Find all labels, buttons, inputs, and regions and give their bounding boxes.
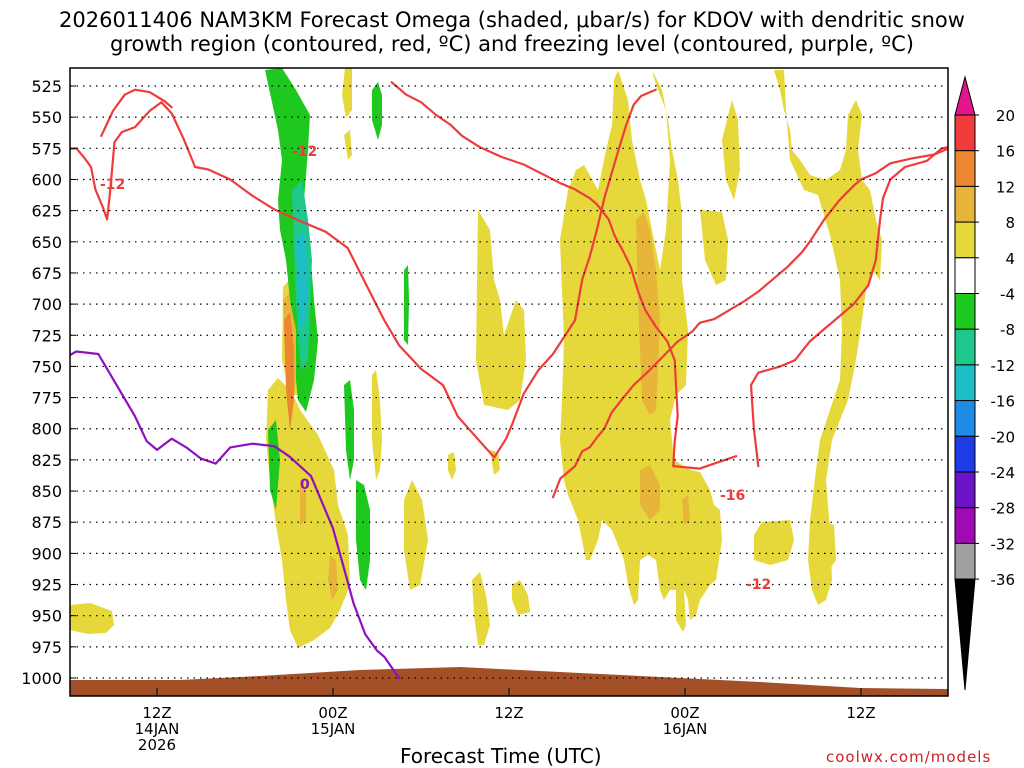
x-tick-label-0-2: 14JAN: [135, 720, 180, 738]
dendritic-growth-contour-5: [749, 146, 948, 468]
x-tick-label-3-1: 00Z: [670, 704, 699, 722]
colorbar-label-2: 12: [996, 178, 1015, 196]
colorbar-swatch-minus8-minus4: [954, 293, 976, 330]
y-tick-label-650: 650: [31, 233, 62, 252]
y-tick-label-800: 800: [31, 420, 62, 439]
y-tick-label-550: 550: [31, 108, 62, 127]
x-tick-label-1-1: 00Z: [318, 704, 347, 722]
y-tick-label-825: 825: [31, 451, 62, 470]
y-tick-label-700: 700: [31, 295, 62, 314]
x-axis-label: Forecast Time (UTC): [400, 744, 602, 768]
omega-shading-4-8: [70, 68, 882, 648]
colorbar-label-13: -36: [991, 571, 1016, 589]
colorbar-swatch-minus16-minus12: [954, 364, 976, 402]
y-tick-label-925: 925: [31, 576, 62, 595]
dendritic-growth-contour-4: [672, 415, 738, 470]
source-credit: coolwx.com/models: [826, 748, 992, 766]
contour-label-minus16: -16: [720, 488, 745, 504]
y-tick-label-900: 900: [31, 544, 62, 563]
y-tick-label-875: 875: [31, 513, 62, 532]
colorbar-swatch-minus36-minus32: [954, 542, 976, 580]
colorbar-swatch-minus20-minus16: [954, 400, 976, 437]
plot-frame: [69, 67, 949, 697]
colorbar-swatch-below-minus36: [954, 578, 976, 691]
dendritic-growth-contour-6: [551, 147, 948, 499]
colorbar-label-11: -28: [991, 500, 1016, 518]
colorbar-label-7: -12: [991, 357, 1016, 375]
dendritic-growth-contour-3: [390, 81, 679, 418]
x-tick-label-2-1: 12Z: [494, 704, 523, 722]
colorbar-label-10: -24: [991, 464, 1016, 482]
x-tick-label-0-3: 2026: [138, 736, 176, 754]
colorbar-label-6: -8: [1000, 321, 1015, 339]
colorbar-label-9: -20: [991, 428, 1016, 446]
omega-shading-neg12-neg16: [296, 232, 308, 330]
colorbar-swatch-4-8: [954, 221, 976, 259]
colorbar-swatch-minus24-minus20: [954, 435, 976, 473]
x-tick-label-0-1: 12Z: [142, 704, 171, 722]
colorbar-label-12: -32: [991, 535, 1016, 553]
y-tick-label-775: 775: [31, 389, 62, 408]
x-tick-label-3-2: 16JAN: [663, 720, 708, 738]
colorbar-swatch-16-20: [954, 114, 976, 152]
colorbar-swatch-minus12-minus8: [954, 328, 976, 366]
x-tick-label-4-1: 12Z: [846, 704, 875, 722]
chart-title-line-1: 2026011406 NAM3KM Forecast Omega (shaded…: [59, 8, 965, 32]
contour-label-minus12-right: -12: [746, 577, 771, 593]
y-tick-label-600: 600: [31, 170, 62, 189]
dendritic-growth-contour-2: [100, 88, 173, 137]
contour-label-minus12-mid: -12: [292, 144, 317, 160]
colorbar-label-4: 4: [1005, 250, 1015, 268]
colorbar-swatch-12-16: [954, 150, 976, 187]
y-tick-label-725: 725: [31, 326, 62, 345]
plot-area: [70, 68, 948, 696]
colorbar-label-8: -16: [991, 393, 1016, 411]
colorbar-swatch-minus28-minus24: [954, 471, 976, 509]
terrain-ground: [70, 667, 948, 696]
y-tick-label-975: 975: [31, 638, 62, 657]
contour-label-freezing-0: 0: [300, 477, 310, 493]
contour-labels: -12 -12 -16 -12 0: [100, 144, 771, 593]
y-tick-label-750: 750: [31, 357, 62, 376]
y-tick-label-525: 525: [31, 77, 62, 96]
y-tick-label-1000: 1000: [21, 669, 62, 688]
colorbar-label-0: 20: [996, 107, 1015, 125]
colorbar-swatch-above-20: [954, 75, 976, 116]
omega-colorbar: 20 16 12 8 4 -4 -8 -12 -16 -20 -24 -28 -32 -36: [954, 75, 1016, 691]
contour-label-minus12-left: -12: [100, 177, 125, 193]
dendritic-growth-contour-1: [70, 88, 657, 459]
freezing-level-contour: [70, 350, 401, 680]
y-tick-label-850: 850: [31, 482, 62, 501]
omega-shading-12-16: [284, 312, 294, 430]
colorbar-label-3: 8: [1005, 214, 1015, 232]
colorbar-label-5: -4: [1000, 286, 1015, 304]
colorbar-swatch-minus4-4: [954, 257, 976, 294]
y-tick-label-950: 950: [31, 607, 62, 626]
y-tick-label-675: 675: [31, 264, 62, 283]
chart-title-line-2: growth region (contoured, red, ºC) and f…: [110, 32, 914, 56]
x-tick-label-1-2: 15JAN: [311, 720, 356, 738]
colorbar-label-1: 16: [996, 143, 1015, 161]
y-axis: 525 550 575 600 625 650 675 700 725 750 775 800 825 8…: [21, 77, 76, 688]
y-tick-label-625: 625: [31, 202, 62, 221]
y-tick-label-575: 575: [31, 139, 62, 158]
colorbar-swatch-minus32-minus28: [954, 507, 976, 544]
colorbar-swatch-8-12: [954, 185, 976, 223]
